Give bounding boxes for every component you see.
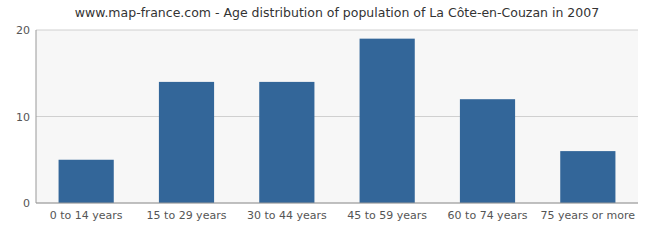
bars xyxy=(59,39,616,203)
grid-line xyxy=(36,116,638,117)
bar xyxy=(159,82,214,203)
y-axis-line xyxy=(36,30,37,203)
x-tick-label: 30 to 44 years xyxy=(247,209,327,222)
plot-background xyxy=(36,30,638,203)
x-tick-label: 60 to 74 years xyxy=(448,209,528,222)
x-axis-line xyxy=(36,203,638,204)
chart-title: www.map-france.com - Age distribution of… xyxy=(75,5,599,20)
x-tick-label: 0 to 14 years xyxy=(50,209,123,222)
x-tick-label: 75 years or more xyxy=(541,209,636,222)
bar xyxy=(59,160,114,203)
y-tick-label: 0 xyxy=(23,197,30,210)
x-tick-label: 45 to 59 years xyxy=(347,209,427,222)
x-tick-label: 15 to 29 years xyxy=(147,209,227,222)
chart-svg: www.map-france.com - Age distribution of… xyxy=(0,0,650,229)
bar xyxy=(460,99,515,203)
grid-line xyxy=(36,30,638,31)
grid xyxy=(36,30,638,203)
chart-container: www.map-france.com - Age distribution of… xyxy=(0,0,650,229)
grid-line xyxy=(36,203,638,204)
bar xyxy=(259,82,314,203)
y-tick-label: 20 xyxy=(16,24,30,37)
y-tick-label: 10 xyxy=(16,111,30,124)
bar xyxy=(560,151,615,203)
bar xyxy=(360,39,415,203)
